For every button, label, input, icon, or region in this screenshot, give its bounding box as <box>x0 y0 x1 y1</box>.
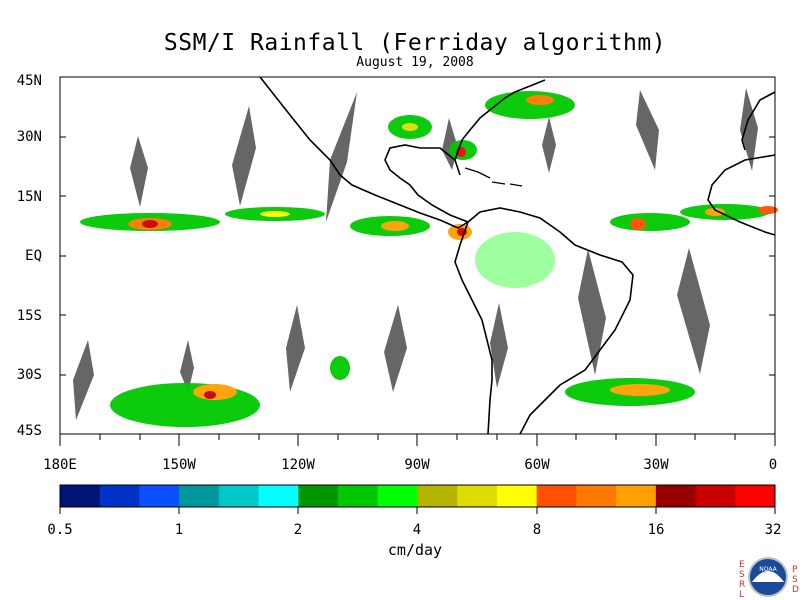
swath <box>740 88 758 171</box>
rain-band <box>142 220 158 228</box>
rain-band <box>610 384 670 396</box>
colorbar-swatch <box>496 485 538 507</box>
colorbar-swatch <box>377 485 418 507</box>
colorbar-swatch <box>258 485 299 507</box>
coastlines <box>259 76 776 435</box>
map-title: SSM/I Rainfall (Ferriday algorithm) <box>163 30 667 56</box>
coastline <box>707 154 776 236</box>
island <box>464 167 491 179</box>
swath <box>578 249 606 375</box>
rain-band <box>260 211 290 217</box>
rain-band <box>485 91 575 119</box>
lat-label: EQ <box>25 248 42 264</box>
map-date: August 19, 2008 <box>356 55 474 70</box>
lat-label: 45S <box>16 423 42 439</box>
colorbar-label: 4 <box>412 522 422 538</box>
colorbar-swatch <box>60 485 101 507</box>
logo-letter: S <box>739 570 745 580</box>
logo-text: NOAA <box>759 566 777 573</box>
lat-label: 15S <box>16 308 42 324</box>
swath <box>232 106 256 206</box>
colorbar-swatch <box>457 485 498 507</box>
island <box>491 181 506 185</box>
colorbar-ticks <box>59 507 776 514</box>
colorbar-label: 1 <box>174 522 184 538</box>
lon-label: 150W <box>162 457 196 473</box>
logo-letter: E <box>739 560 745 570</box>
coastline <box>454 221 493 435</box>
logo-letter: R <box>739 580 746 590</box>
colorbar-swatch <box>218 485 260 507</box>
swath <box>542 117 556 173</box>
noaa-logo <box>748 557 788 597</box>
swath <box>636 90 659 170</box>
swath <box>326 92 357 222</box>
swath <box>384 305 407 392</box>
colorbar-label: 2 <box>293 522 303 538</box>
lat-label: 30S <box>16 367 42 383</box>
colorbar-swatch <box>576 485 617 507</box>
colorbar-swatch <box>695 485 736 507</box>
colorbar-swatch <box>735 485 776 507</box>
colorbar-swatch <box>655 485 697 507</box>
rain-band <box>402 123 418 131</box>
colorbar-swatch <box>536 485 577 507</box>
islands <box>464 167 523 187</box>
island <box>509 183 523 187</box>
colorbar-swatch <box>298 485 339 507</box>
lon-label: 180E <box>43 457 77 473</box>
lat-ticks <box>60 76 775 376</box>
lat-label: 45N <box>16 73 42 89</box>
swath <box>286 305 305 392</box>
swath <box>490 303 508 388</box>
rain-band <box>475 232 555 288</box>
colorbar-unit: cm/day <box>387 541 443 559</box>
rain-band <box>526 95 554 105</box>
colorbar-label: 32 <box>764 522 782 538</box>
lat-label: 15N <box>16 189 42 205</box>
colorbar-label: 0.5 <box>47 522 73 538</box>
coastline <box>741 91 776 151</box>
lon-label: 120W <box>281 457 315 473</box>
coastline <box>467 207 634 435</box>
logo-letter: D <box>792 585 799 595</box>
colorbar-swatch <box>99 485 140 507</box>
lon-ticks <box>59 434 776 446</box>
lon-label: 60W <box>524 457 550 473</box>
rain-band <box>758 206 778 214</box>
rain-band <box>610 213 690 231</box>
rain-band <box>204 391 216 399</box>
swath <box>130 136 148 207</box>
rain-band <box>193 384 237 400</box>
no-data-swaths <box>73 88 758 420</box>
rain-bands <box>80 91 778 427</box>
swath <box>180 340 194 392</box>
lon-label: 90W <box>404 457 430 473</box>
swath <box>73 340 94 420</box>
rain-band <box>705 208 725 216</box>
rain-band <box>330 356 350 380</box>
rain-band <box>381 221 409 231</box>
logo-letter: S <box>792 575 798 585</box>
colorbar-swatch <box>417 485 458 507</box>
logo-letter: P <box>792 565 798 575</box>
lon-label: 30W <box>643 457 669 473</box>
lat-label: 30N <box>16 129 42 145</box>
colorbar-swatch <box>338 485 379 507</box>
coastline <box>259 76 469 229</box>
colorbar-label: 16 <box>647 522 665 538</box>
colorbar-label: 8 <box>532 522 542 538</box>
colorbar-swatch <box>179 485 220 507</box>
rain-band <box>630 218 646 230</box>
coastline <box>454 79 546 161</box>
rain-band <box>110 383 260 427</box>
logo-letter: L <box>739 590 745 600</box>
colorbar-swatch <box>616 485 657 507</box>
swath <box>677 248 710 374</box>
lon-label: 0 <box>768 457 778 473</box>
colorbar <box>59 484 776 508</box>
coastline <box>384 144 469 223</box>
colorbar-swatch <box>139 485 180 507</box>
